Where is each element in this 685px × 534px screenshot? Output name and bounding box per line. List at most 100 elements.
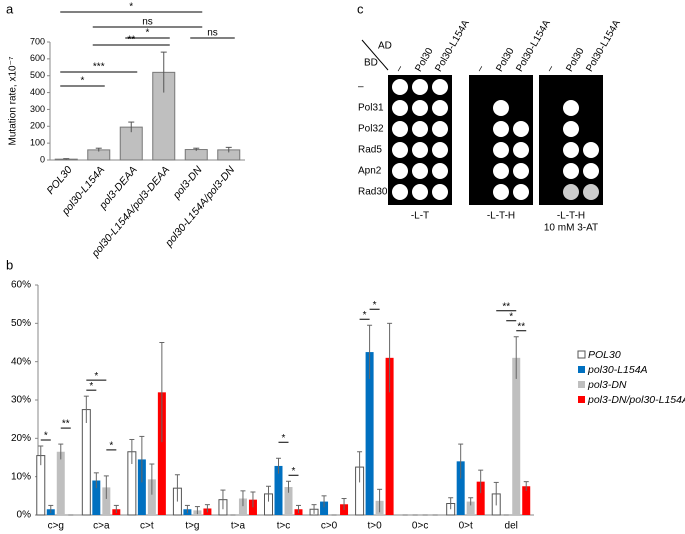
colony-spot <box>513 184 529 200</box>
significance-label: * <box>44 431 48 442</box>
y-tick-label: 30% <box>11 395 31 406</box>
bar <box>157 392 166 515</box>
colony-spot <box>392 100 408 116</box>
significance-label: * <box>509 311 513 322</box>
x-tick-label: t>c <box>277 521 291 532</box>
bar <box>385 357 394 515</box>
y-tick-label: 500 <box>30 70 45 80</box>
colony-spot <box>392 163 408 179</box>
colony-spot <box>493 121 509 137</box>
significance-label: ** <box>517 321 525 332</box>
colony-spot <box>563 121 579 137</box>
bar <box>56 451 65 515</box>
colony-spot <box>412 142 428 158</box>
x-tick-label: 0>t <box>459 521 473 532</box>
significance-label: * <box>89 381 93 392</box>
bar <box>274 465 283 515</box>
x-tick-label: del <box>505 521 518 532</box>
bar <box>238 498 247 515</box>
colony-spot <box>513 142 529 158</box>
colony-spot <box>412 163 428 179</box>
y-tick-label: 50% <box>11 318 31 329</box>
plate-label: 10 mM 3-AT <box>544 223 598 234</box>
panel-label: a <box>6 1 14 16</box>
bd-label: BD <box>364 58 378 69</box>
colony-spot <box>563 100 579 116</box>
y-tick-label: 40% <box>11 356 31 367</box>
colony-spot <box>493 184 509 200</box>
y-tick-label: 200 <box>30 121 45 131</box>
legend-swatch <box>578 366 585 373</box>
bd-row-label: Pol31 <box>358 103 384 114</box>
bd-row-label: Apn2 <box>358 166 382 177</box>
y-axis-label: Mutation rate, x10⁻⁷ <box>8 56 19 145</box>
x-tick-label: c>a <box>93 521 110 532</box>
bd-row-label: – <box>358 82 364 93</box>
bar <box>466 501 475 515</box>
legend-label: pol3-DN <box>587 379 627 391</box>
x-tick-label: 0>c <box>412 521 428 532</box>
y-tick-label: 600 <box>30 53 45 63</box>
colony-spot <box>432 100 448 116</box>
bar <box>456 461 465 515</box>
bar <box>81 409 91 516</box>
y-tick-label: 20% <box>11 433 31 444</box>
bar <box>476 481 485 515</box>
colony-spot <box>412 184 428 200</box>
plate-label: -L-T <box>411 211 429 222</box>
bar <box>137 459 146 515</box>
ad-label: AD <box>378 41 392 52</box>
colony-spot <box>513 121 529 137</box>
y-tick-label: 700 <box>30 36 45 46</box>
colony-spot <box>412 121 428 137</box>
bar <box>522 486 531 515</box>
colony-spot <box>432 142 448 158</box>
ad-column-label: Pol30-L154A <box>433 18 472 74</box>
x-tick-label: POL30 <box>44 164 74 197</box>
bar <box>365 352 374 515</box>
legend-swatch <box>578 381 585 388</box>
colony-spot <box>583 163 599 179</box>
colony-spot <box>513 163 529 179</box>
significance-label: * <box>94 371 98 382</box>
colony-spot <box>493 163 509 179</box>
significance-label: * <box>292 466 296 477</box>
significance-label: * <box>282 433 286 444</box>
panel-label: b <box>6 257 13 272</box>
y-tick-label: 400 <box>30 87 45 97</box>
bd-row-label: Rad5 <box>358 145 382 156</box>
colony-spot <box>392 142 408 158</box>
colony-spot <box>583 142 599 158</box>
plate <box>388 75 452 205</box>
legend-label: POL30 <box>588 349 621 361</box>
legend-swatch <box>578 396 585 403</box>
colony-spot <box>412 79 428 95</box>
colony-spot <box>432 121 448 137</box>
colony-spot <box>493 100 509 116</box>
ad-column-label: Pol30 <box>494 46 517 74</box>
panel-label: c <box>357 1 364 16</box>
bar <box>320 501 329 515</box>
x-tick-label: t>g <box>185 521 199 532</box>
significance-label: ns <box>142 17 153 28</box>
y-tick-label: 10% <box>11 471 31 482</box>
significance-label: * <box>109 441 113 452</box>
significance-label: * <box>81 76 85 87</box>
colony-spot <box>412 100 428 116</box>
legend-label: pol30-L154A <box>587 364 648 376</box>
significance-label: * <box>129 2 133 13</box>
plate <box>469 75 533 205</box>
ad-column-label: Pol30 <box>413 46 436 74</box>
colony-spot <box>392 184 408 200</box>
ad-column-label: – <box>393 63 406 74</box>
ad-column-label: – <box>544 63 557 74</box>
x-tick-label: c>t <box>140 521 154 532</box>
ad-column-label: – <box>474 63 487 74</box>
plate-label: -L-T-H <box>487 211 515 222</box>
colony-spot <box>563 184 579 200</box>
significance-label: ** <box>502 301 510 312</box>
significance-label: * <box>146 28 150 39</box>
bar <box>147 479 156 515</box>
significance-label: ** <box>127 35 135 46</box>
